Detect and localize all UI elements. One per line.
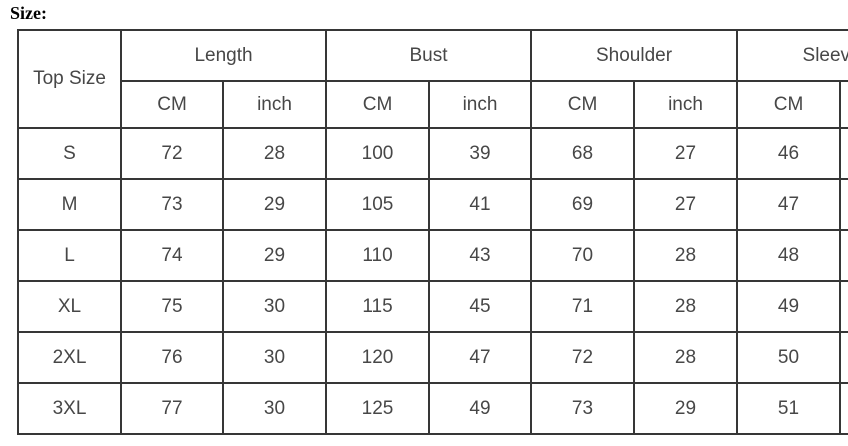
unit-header-length-cm: CM <box>120 80 224 129</box>
value-cell <box>838 331 848 384</box>
value-cell: 125 <box>325 382 430 435</box>
size-cell: 2XL <box>17 331 122 384</box>
value-cell: 46 <box>736 127 841 180</box>
value-cell: 41 <box>428 178 532 231</box>
size-cell: L <box>17 229 122 282</box>
size-cell: S <box>17 127 122 180</box>
value-cell: 47 <box>428 331 532 384</box>
col-header-top-size: Top Size <box>17 29 122 129</box>
col-group-shoulder: Shoulder <box>530 29 738 82</box>
value-cell: 29 <box>633 382 738 435</box>
page-title: Size: <box>10 3 47 23</box>
value-cell <box>838 127 848 180</box>
size-cell: XL <box>17 280 122 333</box>
value-cell: 30 <box>222 382 327 435</box>
unit-header-bust-cm: CM <box>325 80 430 129</box>
value-cell: 73 <box>530 382 635 435</box>
value-cell: 49 <box>736 280 841 333</box>
value-cell: 100 <box>325 127 430 180</box>
value-cell: 30 <box>222 280 327 333</box>
unit-header-shoulder-inch: inch <box>633 80 738 129</box>
table-row-xl: XL 75 30 115 45 71 28 49 <box>17 280 848 333</box>
value-cell: 76 <box>120 331 224 384</box>
unit-header-shoulder-cm: CM <box>530 80 635 129</box>
value-cell: 28 <box>222 127 327 180</box>
table-row-2xl: 2XL 76 30 120 47 72 28 50 <box>17 331 848 384</box>
value-cell: 28 <box>633 280 738 333</box>
value-cell: 110 <box>325 229 430 282</box>
unit-header-length-inch: inch <box>222 80 327 129</box>
value-cell: 50 <box>736 331 841 384</box>
value-cell: 115 <box>325 280 430 333</box>
value-cell: 47 <box>736 178 841 231</box>
value-cell <box>838 178 848 231</box>
size-cell: M <box>17 178 122 231</box>
table-row-s: S 72 28 100 39 68 27 46 <box>17 127 848 180</box>
value-cell: 43 <box>428 229 532 282</box>
value-cell: 49 <box>428 382 532 435</box>
header-group-row: Top Size Length Bust Shoulder Sleeve L <box>17 29 848 129</box>
value-cell: 105 <box>325 178 430 231</box>
value-cell: 51 <box>736 382 841 435</box>
size-chart-table: Top Size Length Bust Shoulder Sleeve L C… <box>17 29 848 435</box>
unit-header-bust-inch: inch <box>428 80 532 129</box>
value-cell: 30 <box>222 331 327 384</box>
col-group-length: Length <box>120 29 327 82</box>
table-row-l: L 74 29 110 43 70 28 48 <box>17 229 848 282</box>
value-cell: 75 <box>120 280 224 333</box>
value-cell: 48 <box>736 229 841 282</box>
value-cell: 120 <box>325 331 430 384</box>
value-cell: 68 <box>530 127 635 180</box>
value-cell: 45 <box>428 280 532 333</box>
value-cell: 27 <box>633 178 738 231</box>
value-cell: 69 <box>530 178 635 231</box>
value-cell: 28 <box>633 229 738 282</box>
value-cell: 29 <box>222 229 327 282</box>
col-group-sleeve-length: Sleeve L <box>735 29 848 82</box>
value-cell <box>838 229 848 282</box>
value-cell: 71 <box>530 280 635 333</box>
value-cell <box>838 280 848 333</box>
table-row-3xl: 3XL 77 30 125 49 73 29 51 <box>17 382 848 435</box>
value-cell: 70 <box>530 229 635 282</box>
value-cell: 77 <box>120 382 224 435</box>
unit-header-sleeve-inch <box>838 80 848 129</box>
value-cell: 28 <box>633 331 738 384</box>
size-cell: 3XL <box>17 382 122 435</box>
value-cell: 73 <box>120 178 224 231</box>
col-group-bust: Bust <box>325 29 532 82</box>
value-cell: 27 <box>633 127 738 180</box>
header-unit-row: CM inch CM inch CM inch CM <box>18 80 848 129</box>
value-cell: 29 <box>222 178 327 231</box>
unit-header-sleeve-cm: CM <box>736 80 841 129</box>
value-cell: 72 <box>120 127 224 180</box>
value-cell: 72 <box>530 331 635 384</box>
table-row-m: M 73 29 105 41 69 27 47 <box>17 178 848 231</box>
value-cell: 74 <box>120 229 224 282</box>
value-cell <box>838 382 848 435</box>
value-cell: 39 <box>428 127 532 180</box>
